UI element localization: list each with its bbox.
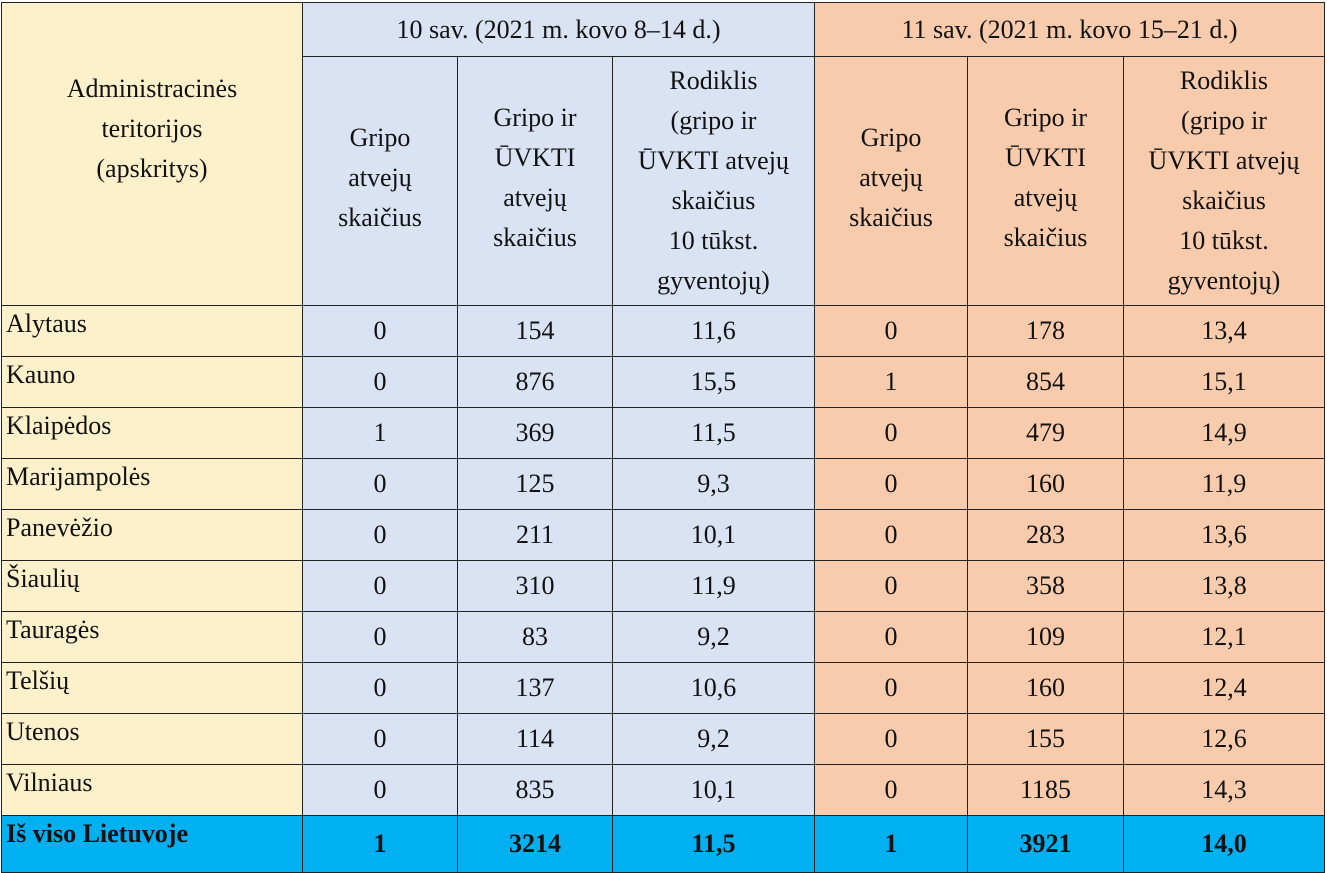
w11-rate-header: Rodiklis (gripo ir ŪVKTI atvejų skaičius…	[1123, 56, 1325, 306]
w11-rate-cell: 13,8	[1123, 560, 1325, 612]
w11-flu-cell: 0	[814, 764, 968, 816]
w10-flu-cell: 0	[302, 713, 458, 765]
w11-flu-cell: 0	[814, 560, 968, 612]
w10-flu-cell: 0	[302, 560, 458, 612]
w10-total-cell: 137	[457, 662, 613, 714]
region-cell: Klaipėdos	[1, 407, 303, 459]
region-cell: Šiaulių	[1, 560, 303, 612]
w10-flu-cell: 0	[302, 611, 458, 663]
total-w11-total-cell: 3921	[967, 815, 1124, 873]
region-cell: Vilniaus	[1, 764, 303, 816]
w11-flu-cell: 0	[814, 509, 968, 561]
w11-rate-cell: 12,6	[1123, 713, 1325, 765]
w11-total-cell: 160	[967, 662, 1124, 714]
w10-rate-cell: 10,1	[612, 509, 815, 561]
w11-flu-cell: 0	[814, 713, 968, 765]
w11-rate-cell: 11,9	[1123, 458, 1325, 510]
w10-flu-cell: 0	[302, 356, 458, 408]
w10-total-cell: 211	[457, 509, 613, 561]
w11-flu-cell: 0	[814, 458, 968, 510]
w10-rate-cell: 11,5	[612, 407, 815, 459]
w11-rate-cell: 13,4	[1123, 305, 1325, 357]
w10-flu-cell: 0	[302, 305, 458, 357]
region-cell: Marijampolės	[1, 458, 303, 510]
w11-flu-cell: 1	[814, 356, 968, 408]
table-row: Marijampolės 0 125 9,3 0 160 11,9	[1, 458, 1325, 510]
total-region-cell: Iš viso Lietuvoje	[1, 815, 303, 873]
table-row: Utenos 0 114 9,2 0 155 12,6	[1, 713, 1325, 765]
w10-flu-cell: 0	[302, 662, 458, 714]
table-row: Vilniaus 0 835 10,1 0 1185 14,3	[1, 764, 1325, 816]
table-row: Klaipėdos 1 369 11,5 0 479 14,9	[1, 407, 1325, 459]
region-cell: Utenos	[1, 713, 303, 765]
w10-flu-arvi-header: Gripo ir ŪVKTI atvejų skaičius	[457, 56, 613, 306]
w11-flu-cell: 0	[814, 407, 968, 459]
w10-total-cell: 125	[457, 458, 613, 510]
w11-flu-cell: 0	[814, 662, 968, 714]
w10-total-cell: 369	[457, 407, 613, 459]
table-row: Panevėžio 0 211 10,1 0 283 13,6	[1, 509, 1325, 561]
w11-rate-cell: 13,6	[1123, 509, 1325, 561]
w10-total-cell: 835	[457, 764, 613, 816]
region-cell: Panevėžio	[1, 509, 303, 561]
w11-rate-cell: 14,9	[1123, 407, 1325, 459]
w11-flu-header: Gripo atvejų skaičius	[814, 56, 968, 306]
week10-header: 10 sav. (2021 m. kovo 8–14 d.)	[302, 2, 815, 57]
w11-total-cell: 1185	[967, 764, 1124, 816]
region-header: Administracinės teritorijos (apskritys)	[1, 2, 303, 306]
w10-rate-cell: 11,9	[612, 560, 815, 612]
w10-rate-cell: 10,6	[612, 662, 815, 714]
w10-total-cell: 83	[457, 611, 613, 663]
table-row: Šiaulių 0 310 11,9 0 358 13,8	[1, 560, 1325, 612]
w10-rate-cell: 10,1	[612, 764, 815, 816]
region-cell: Kauno	[1, 356, 303, 408]
table-row: Kauno 0 876 15,5 1 854 15,1	[1, 356, 1325, 408]
w11-total-cell: 358	[967, 560, 1124, 612]
total-w10-total-cell: 3214	[457, 815, 613, 873]
w11-rate-cell: 12,4	[1123, 662, 1325, 714]
region-cell: Tauragės	[1, 611, 303, 663]
w10-total-cell: 114	[457, 713, 613, 765]
w11-total-cell: 160	[967, 458, 1124, 510]
w10-rate-cell: 9,2	[612, 713, 815, 765]
w11-rate-cell: 12,1	[1123, 611, 1325, 663]
w10-total-cell: 310	[457, 560, 613, 612]
week11-header: 11 sav. (2021 m. kovo 15–21 d.)	[814, 2, 1325, 57]
w11-total-cell: 854	[967, 356, 1124, 408]
table-row: Alytaus 0 154 11,6 0 178 13,4	[1, 305, 1325, 357]
w10-flu-cell: 1	[302, 407, 458, 459]
total-w10-rate-cell: 11,5	[612, 815, 815, 873]
w11-total-cell: 479	[967, 407, 1124, 459]
table-row: Telšių 0 137 10,6 0 160 12,4	[1, 662, 1325, 714]
w10-flu-cell: 0	[302, 509, 458, 561]
w10-total-cell: 876	[457, 356, 613, 408]
w11-flu-cell: 0	[814, 611, 968, 663]
w10-flu-cell: 0	[302, 458, 458, 510]
w10-total-cell: 154	[457, 305, 613, 357]
total-w10-flu-cell: 1	[302, 815, 458, 873]
w10-flu-cell: 0	[302, 764, 458, 816]
w11-flu-cell: 0	[814, 305, 968, 357]
w10-rate-cell: 9,3	[612, 458, 815, 510]
total-w11-flu-cell: 1	[814, 815, 968, 873]
w11-total-cell: 109	[967, 611, 1124, 663]
w10-rate-header: Rodiklis (gripo ir ŪVKTI atvejų skaičius…	[612, 56, 815, 306]
w11-total-cell: 155	[967, 713, 1124, 765]
w10-rate-cell: 11,6	[612, 305, 815, 357]
region-cell: Telšių	[1, 662, 303, 714]
w10-rate-cell: 15,5	[612, 356, 815, 408]
w11-total-cell: 178	[967, 305, 1124, 357]
w11-rate-cell: 14,3	[1123, 764, 1325, 816]
region-cell: Alytaus	[1, 305, 303, 357]
w11-rate-cell: 15,1	[1123, 356, 1325, 408]
w10-rate-cell: 9,2	[612, 611, 815, 663]
w11-flu-arvi-header: Gripo ir ŪVKTI atvejų skaičius	[967, 56, 1124, 306]
total-row: Iš viso Lietuvoje 1 3214 11,5 1 3921 14,…	[1, 815, 1325, 873]
w10-flu-header: Gripo atvejų skaičius	[302, 56, 458, 306]
w11-total-cell: 283	[967, 509, 1124, 561]
table-row: Tauragės 0 83 9,2 0 109 12,1	[1, 611, 1325, 663]
total-w11-rate-cell: 14,0	[1123, 815, 1325, 873]
